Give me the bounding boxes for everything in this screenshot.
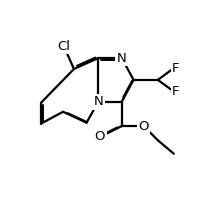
Text: F: F bbox=[172, 85, 180, 98]
Text: O: O bbox=[138, 119, 149, 133]
Text: Cl: Cl bbox=[57, 40, 70, 53]
Text: O: O bbox=[95, 130, 105, 143]
Text: F: F bbox=[172, 62, 180, 75]
Text: N: N bbox=[94, 95, 103, 108]
Text: N: N bbox=[117, 51, 127, 65]
